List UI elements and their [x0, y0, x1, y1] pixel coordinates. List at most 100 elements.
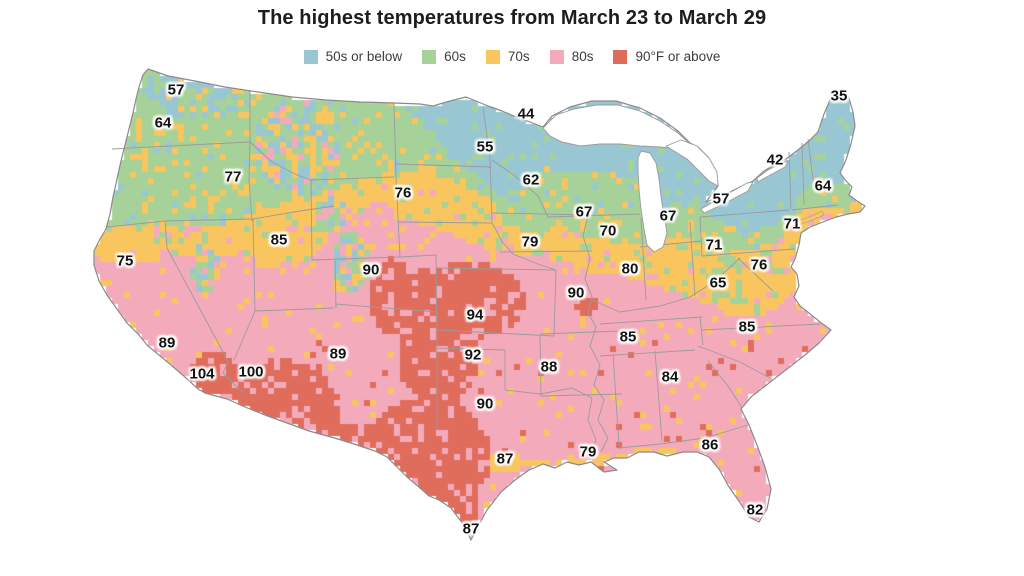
- temp-label: 35: [830, 87, 848, 105]
- state-border: [395, 163, 492, 168]
- state-border: [499, 250, 593, 253]
- temp-label: 90: [476, 395, 494, 413]
- state-border: [553, 269, 557, 337]
- state-border: [111, 141, 251, 150]
- legend-item-3: 80s: [549, 49, 594, 64]
- temp-label: 90: [362, 261, 380, 279]
- state-border: [654, 350, 663, 442]
- state-border: [393, 102, 401, 258]
- us-outline: [93, 68, 866, 541]
- state-border: [491, 212, 591, 216]
- state-border: [252, 218, 256, 312]
- temp-label: 85: [270, 231, 288, 249]
- lake-michigan: [637, 150, 668, 253]
- state-border: [311, 256, 401, 261]
- legend-label: 60s: [444, 49, 466, 64]
- legend-item-1: 60s: [422, 49, 466, 64]
- state-border: [252, 205, 335, 220]
- legend-item-2: 70s: [485, 49, 530, 64]
- temp-label: 88: [540, 358, 558, 376]
- temp-label: 92: [464, 346, 482, 364]
- legend-swatch-icon: [422, 49, 437, 64]
- state-border: [587, 397, 597, 460]
- state-border: [334, 303, 438, 313]
- state-border: [699, 316, 704, 346]
- legend-label: 70s: [507, 49, 530, 64]
- state-border: [310, 179, 313, 261]
- legend-label: 90°F or above: [635, 49, 721, 64]
- temp-label: 55: [476, 138, 494, 156]
- state-border: [309, 176, 395, 181]
- state-border: [788, 151, 792, 210]
- state-border: [599, 316, 703, 325]
- temp-label: 44: [517, 105, 535, 123]
- state-border: [482, 106, 493, 223]
- state-border: [436, 267, 557, 271]
- state-border: [539, 330, 621, 335]
- state-border: [699, 216, 703, 257]
- temp-label: 76: [750, 256, 768, 274]
- state-border: [248, 90, 253, 222]
- state-border: [791, 204, 839, 211]
- state-border: [491, 222, 557, 271]
- state-border: [707, 360, 743, 409]
- legend-swatch-icon: [613, 49, 628, 64]
- state-border: [701, 248, 796, 257]
- temp-label: 42: [766, 151, 784, 169]
- state-border: [689, 221, 696, 297]
- temp-label: 75: [116, 252, 134, 270]
- state-border: [737, 257, 774, 292]
- temp-label: 94: [466, 306, 484, 324]
- page-title: The highest temperatures from March 23 t…: [257, 7, 767, 29]
- lake-superior: [542, 104, 691, 150]
- state-border: [436, 347, 506, 351]
- temp-label: 67: [659, 207, 677, 225]
- legend-item-0: 50s or below: [303, 49, 402, 64]
- temp-label: 79: [579, 443, 597, 461]
- state-border: [254, 307, 335, 312]
- legend-label: 80s: [571, 49, 594, 64]
- legend-swatch-icon: [549, 49, 564, 64]
- temp-label: 71: [705, 236, 723, 254]
- temp-label: 80: [621, 260, 639, 278]
- state-border: [249, 141, 311, 181]
- state-border: [539, 335, 542, 397]
- legend: 50s or below 60s 70s 80s 90°F or above: [0, 49, 1024, 64]
- temp-label: 87: [462, 520, 480, 538]
- lake-ontario: [756, 160, 789, 183]
- temp-label: 64: [154, 114, 172, 132]
- state-border: [617, 424, 749, 449]
- temp-label: 87: [496, 450, 514, 468]
- temp-label: 89: [329, 345, 347, 363]
- temp-label: 70: [599, 222, 617, 240]
- temp-label: 85: [619, 328, 637, 346]
- state-border: [612, 353, 620, 447]
- lake-huron: [665, 139, 719, 187]
- state-border: [399, 254, 438, 333]
- state-border: [334, 259, 337, 309]
- state-border: [701, 323, 821, 331]
- temp-label: 76: [394, 184, 412, 202]
- state-border: [164, 220, 244, 394]
- lake-erie: [700, 181, 754, 214]
- temp-label: 89: [158, 334, 176, 352]
- state-border: [599, 349, 696, 357]
- state-border: [591, 257, 741, 313]
- state-border: [233, 310, 256, 361]
- state-border: [106, 218, 254, 228]
- temp-label: 67: [575, 203, 593, 221]
- state-border: [697, 345, 771, 379]
- state-border: [540, 393, 623, 397]
- state-border: [437, 329, 555, 337]
- legend-swatch-icon: [485, 49, 500, 64]
- temp-label: 86: [701, 436, 719, 454]
- temp-label: 71: [783, 215, 801, 233]
- temp-label: 57: [712, 190, 730, 208]
- temp-label: 64: [814, 177, 832, 195]
- temp-label: 90: [567, 284, 585, 302]
- temp-label: 62: [522, 171, 540, 189]
- state-border: [640, 217, 647, 301]
- long-island: [796, 210, 825, 226]
